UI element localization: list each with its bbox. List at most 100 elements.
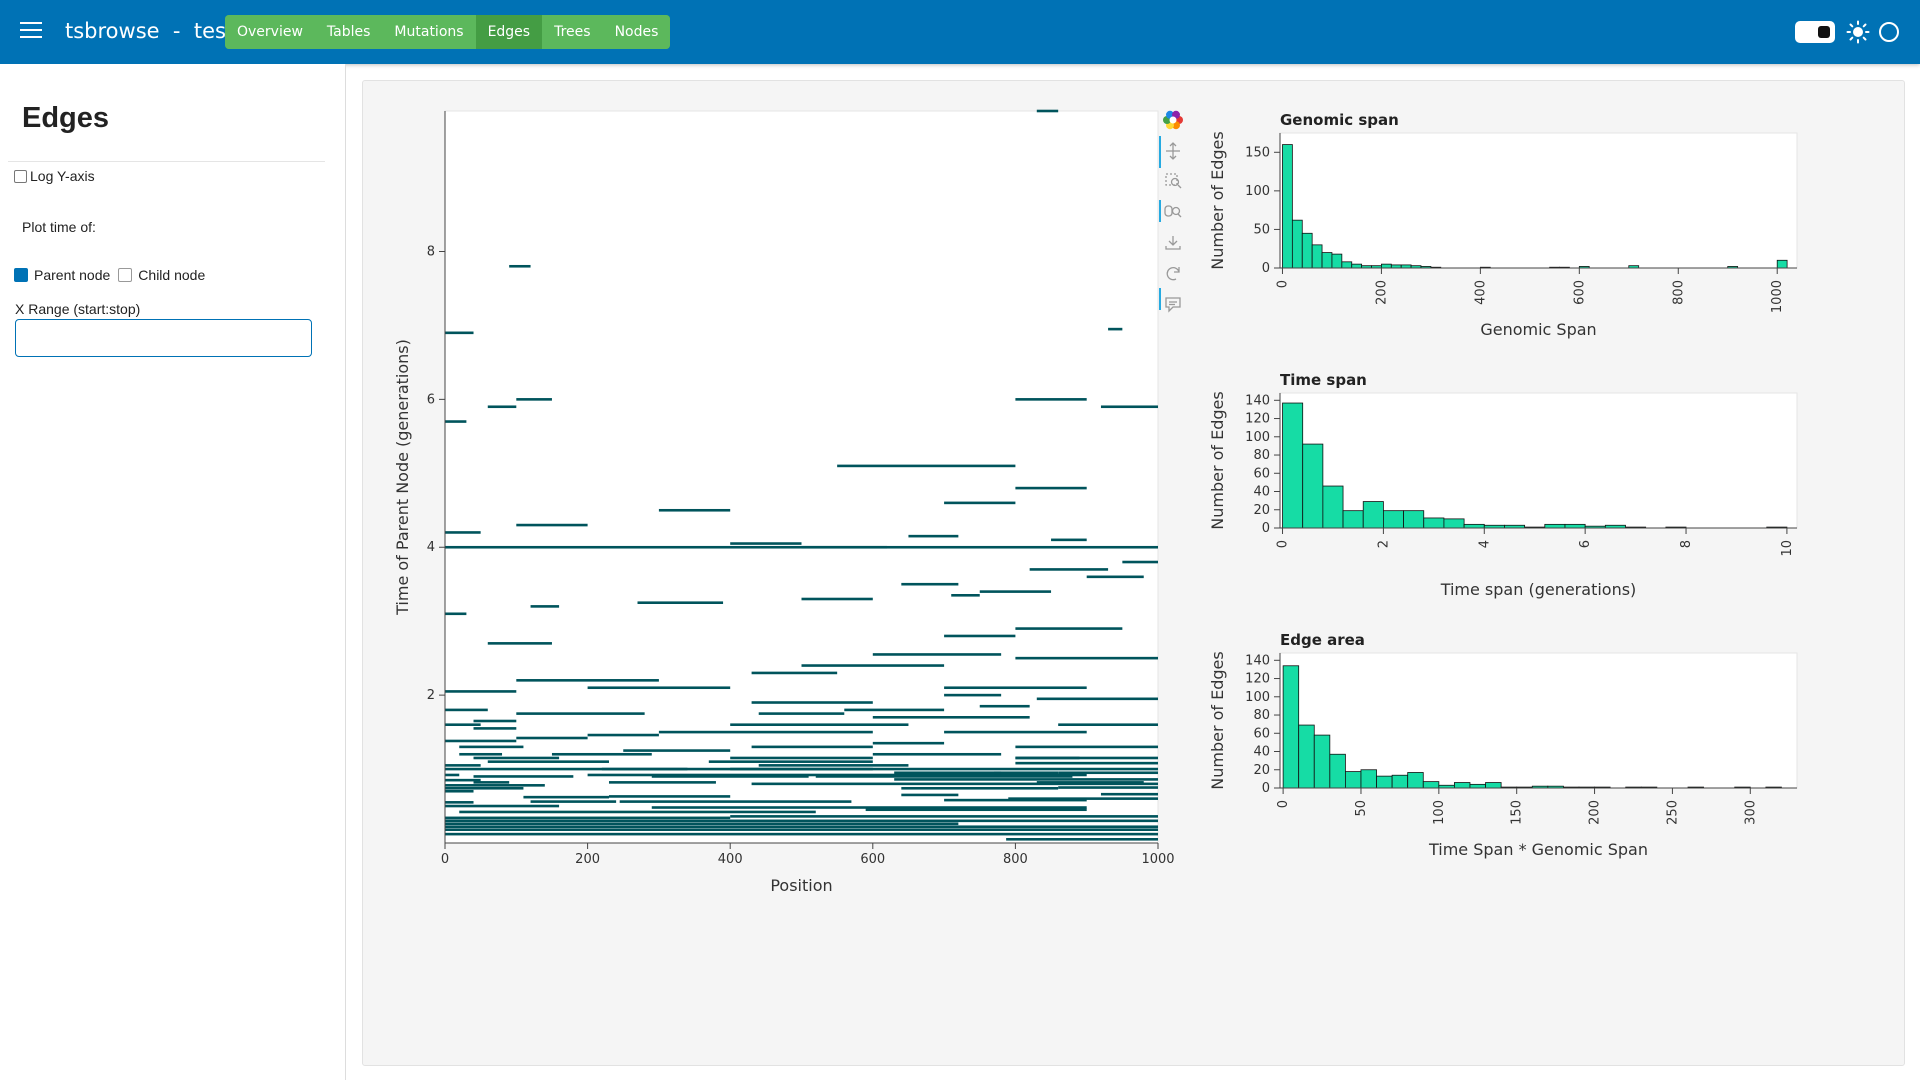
edge-segment <box>445 331 474 335</box>
edge-segment <box>1015 756 1158 760</box>
edge-segment <box>901 786 1059 790</box>
theme-toggle[interactable] <box>1795 21 1835 43</box>
x-tick-label: 600 <box>1572 280 1587 305</box>
x-tick-label: 200 <box>1588 800 1603 825</box>
histogram-bar <box>1463 523 1485 529</box>
x-tick-label: 50 <box>1354 800 1369 817</box>
bokeh-logo-icon[interactable] <box>1163 110 1183 130</box>
y-axis-title: Number of Edges <box>1208 651 1227 789</box>
edge-segment <box>951 594 980 597</box>
app-title: tsbrowse - test <box>65 19 234 43</box>
log-y-axis-option[interactable]: Log Y-axis <box>14 168 95 184</box>
y-tick-label: 20 <box>1253 763 1270 778</box>
edge-segment <box>445 739 517 743</box>
edge-segment <box>1036 697 1158 701</box>
edge-segment <box>445 832 1158 836</box>
wheel-zoom-icon[interactable] <box>1164 205 1182 218</box>
tab-trees[interactable]: Trees <box>542 15 603 49</box>
box-zoom-icon[interactable] <box>1165 173 1182 189</box>
hamburger-menu-icon[interactable] <box>20 22 42 40</box>
edge-segment <box>1015 745 1158 749</box>
edge-segment <box>872 752 1002 756</box>
edge-segment <box>587 773 1087 777</box>
y-tick-label: 0 <box>1262 261 1270 276</box>
histogram-bar <box>1291 219 1303 269</box>
sun-icon[interactable] <box>1846 20 1870 44</box>
tab-mutations[interactable]: Mutations <box>382 15 476 49</box>
edge-segment <box>487 405 517 409</box>
edge-segment <box>901 582 959 586</box>
hover-icon[interactable] <box>1165 297 1181 313</box>
chart-title: Time span <box>1280 371 1367 389</box>
edge-segment <box>601 767 688 771</box>
edge-segment <box>730 723 909 726</box>
x-tick-label: 2 <box>1376 540 1391 548</box>
chart-title: Edge area <box>1280 631 1365 649</box>
y-tick-label: 40 <box>1253 485 1270 500</box>
x-tick-label: 300 <box>1743 800 1758 825</box>
edges-plot[interactable]: 0 200 400 600 800 1000 2 4 6 8 Position Time of Par… <box>385 98 1195 918</box>
x-tick-label: 6 <box>1578 540 1593 548</box>
x-tick-label: 800 <box>1003 852 1028 867</box>
save-icon[interactable] <box>1165 236 1181 250</box>
y-tick-label: 140 <box>1245 653 1270 668</box>
histogram-bar <box>1298 724 1315 789</box>
edge-segment <box>908 534 959 538</box>
y-tick-label: 120 <box>1245 412 1270 427</box>
plot-area <box>1279 392 1798 529</box>
histogram-edge-area: Edge area 0 20 40 60 80 100 120 140 0 50 100 150 200 2… <box>1208 631 1798 859</box>
x-tick-label: 0 <box>1276 540 1291 548</box>
edge-segment <box>1015 627 1123 630</box>
histogram-bar <box>1485 782 1502 789</box>
tab-nodes[interactable]: Nodes <box>602 15 671 49</box>
edge-segment <box>587 733 659 737</box>
y-tick-label: 100 <box>1245 184 1270 199</box>
edge-segment <box>815 775 1073 778</box>
plot-area[interactable] <box>444 110 1159 844</box>
plot-area <box>1279 132 1798 269</box>
y-tick-label: 4 <box>427 540 435 555</box>
pan-icon[interactable] <box>1166 142 1180 160</box>
edge-segment <box>445 828 1158 831</box>
edge-segment <box>837 464 1016 468</box>
edge-segment <box>459 810 816 814</box>
parent-node-checkbox[interactable] <box>14 268 28 282</box>
nav-tabs: Overview Tables Mutations Edges Trees No… <box>225 15 671 49</box>
y-axis-title: Number of Edges <box>1208 391 1227 529</box>
circle-icon[interactable] <box>1879 22 1899 42</box>
title-separator: - <box>172 19 181 43</box>
y-tick-label: 50 <box>1253 222 1270 237</box>
edge-segment <box>1015 398 1087 401</box>
edge-segment <box>872 741 945 745</box>
sidebar-title: Edges <box>22 102 110 134</box>
histogram-bar <box>1282 144 1293 269</box>
histogram-bar <box>1376 775 1393 789</box>
edge-segment <box>1058 786 1158 789</box>
y-tick-label: 2 <box>427 688 435 703</box>
histogram-bar <box>1443 518 1465 529</box>
child-node-checkbox[interactable] <box>118 268 133 282</box>
x-tick-label: 200 <box>1374 280 1389 305</box>
edge-segment <box>445 708 488 712</box>
tab-edges[interactable]: Edges <box>475 15 543 49</box>
edge-segment <box>1008 797 1158 800</box>
tab-tables[interactable]: Tables <box>314 15 383 49</box>
x-range-input[interactable] <box>15 319 312 357</box>
log-y-axis-checkbox[interactable] <box>14 169 27 183</box>
app-name: tsbrowse <box>65 19 160 43</box>
reset-icon[interactable] <box>1166 267 1180 281</box>
y-tick-label: 80 <box>1253 708 1270 723</box>
x-tick-label: 200 <box>575 852 600 867</box>
chart-title: Genomic span <box>1280 111 1399 129</box>
edge-segment <box>473 775 574 778</box>
edge-segment <box>944 693 1002 697</box>
tab-overview[interactable]: Overview <box>225 15 315 49</box>
edge-segment <box>944 634 1016 638</box>
edge-segment <box>1036 109 1059 113</box>
edge-segment <box>551 752 652 756</box>
histogram-bar <box>1381 263 1392 269</box>
edge-segment <box>1015 761 1158 765</box>
y-axis-title: Time of Parent Node (generations) <box>393 339 412 616</box>
edge-segment <box>623 749 731 752</box>
histogram-bar <box>1391 774 1409 789</box>
